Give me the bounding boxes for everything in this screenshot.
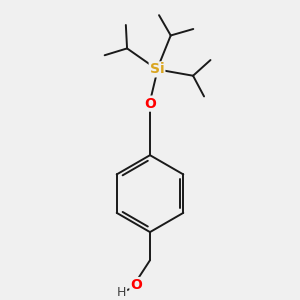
Text: H: H xyxy=(117,286,127,298)
Text: Si: Si xyxy=(150,62,164,76)
Text: O: O xyxy=(144,97,156,111)
Text: O: O xyxy=(130,278,142,292)
